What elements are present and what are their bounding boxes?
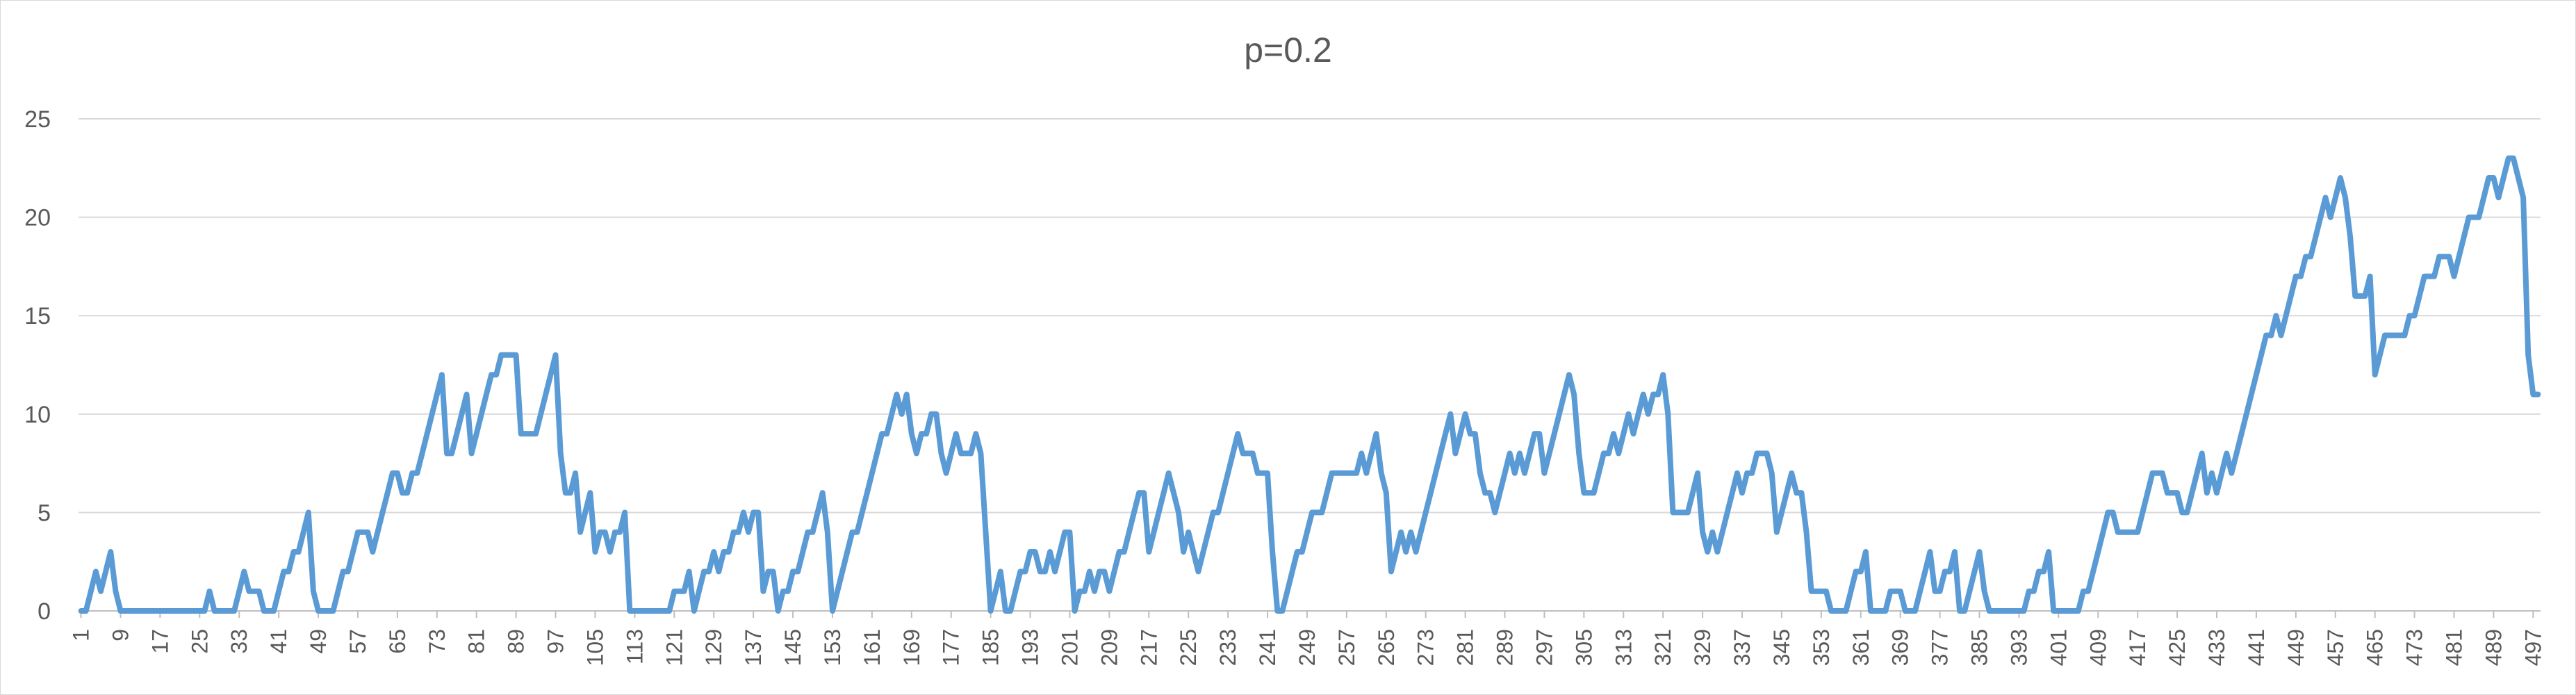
x-tick-label: 313 xyxy=(1611,629,1636,666)
x-tick-label: 97 xyxy=(543,629,568,654)
x-tick-label: 17 xyxy=(147,629,172,654)
y-tick-label: 10 xyxy=(24,402,51,428)
x-tick-label: 177 xyxy=(939,629,964,666)
x-tick-label: 377 xyxy=(1928,629,1953,666)
x-tick-label: 489 xyxy=(2481,629,2506,666)
y-axis-ticks: 0 5 10 15 20 25 xyxy=(24,106,51,625)
x-tick-label: 145 xyxy=(780,629,805,666)
gridlines xyxy=(79,118,2541,612)
x-tick-label: 49 xyxy=(306,629,331,654)
chart-title: p=0.2 xyxy=(1244,31,1332,70)
x-tick-label: 457 xyxy=(2323,629,2348,666)
x-tick-label: 89 xyxy=(504,629,529,654)
x-tick-label: 385 xyxy=(1967,629,1992,666)
x-tick-label: 9 xyxy=(108,629,133,641)
x-tick-label: 361 xyxy=(1848,629,1873,666)
x-tick-label: 73 xyxy=(425,629,450,654)
x-tick-label: 225 xyxy=(1176,629,1201,666)
x-tick-label: 1 xyxy=(69,629,94,641)
series-layer xyxy=(78,155,2541,614)
x-tick-label: 369 xyxy=(1888,629,1913,666)
x-tick-label: 161 xyxy=(860,629,885,666)
x-tick-label: 65 xyxy=(385,629,410,654)
x-tick-label: 465 xyxy=(2363,629,2388,666)
x-tick-label: 401 xyxy=(2046,629,2071,666)
x-tick-label: 113 xyxy=(622,629,647,664)
x-tick-label: 345 xyxy=(1769,629,1794,666)
x-tick-label: 137 xyxy=(741,629,766,666)
x-tick-label: 393 xyxy=(2006,629,2031,666)
x-tick-label: 57 xyxy=(345,629,370,654)
x-tick-label: 473 xyxy=(2402,629,2427,666)
x-tick-label: 433 xyxy=(2204,629,2229,666)
x-tick-label: 353 xyxy=(1809,629,1834,666)
x-tick-label: 185 xyxy=(978,629,1003,666)
x-tick-label: 81 xyxy=(464,629,489,654)
x-tick-label: 449 xyxy=(2283,629,2308,666)
x-tick-label: 281 xyxy=(1453,629,1478,666)
x-tick-label: 441 xyxy=(2244,629,2269,666)
y-tick-label: 15 xyxy=(24,303,51,329)
x-tick-label: 153 xyxy=(820,629,845,666)
x-tick-label: 289 xyxy=(1493,629,1518,666)
x-tick-label: 217 xyxy=(1136,629,1161,666)
x-tick-label: 233 xyxy=(1215,629,1240,666)
x-tick-label: 297 xyxy=(1532,629,1557,666)
x-tick-label: 497 xyxy=(2520,629,2545,666)
x-tick-label: 105 xyxy=(582,629,607,666)
x-tick-label: 257 xyxy=(1334,629,1359,666)
x-tick-label: 481 xyxy=(2441,629,2466,666)
x-tick-label: 425 xyxy=(2165,629,2190,666)
y-tick-label: 25 xyxy=(24,106,51,133)
x-tick-label: 33 xyxy=(227,629,252,654)
x-tick-label: 273 xyxy=(1413,629,1438,666)
x-tick-label: 249 xyxy=(1295,629,1320,666)
x-axis-ticks: 1 9 17 25 33 41 49 57 65 73 81 89 97 105 113 121 129 137 1… xyxy=(69,611,2545,666)
x-tick-label: 121 xyxy=(662,629,687,666)
x-tick-label: 25 xyxy=(187,629,212,654)
x-tick-label: 329 xyxy=(1690,629,1715,666)
y-tick-label: 0 xyxy=(38,598,51,625)
x-tick-label: 337 xyxy=(1730,629,1755,666)
x-tick-label: 321 xyxy=(1650,629,1675,666)
x-tick-label: 409 xyxy=(2085,629,2110,666)
x-tick-label: 417 xyxy=(2125,629,2150,666)
x-tick-label: 169 xyxy=(899,629,924,666)
x-tick-label: 241 xyxy=(1255,629,1280,666)
series-line xyxy=(78,155,2541,614)
x-tick-label: 265 xyxy=(1374,629,1399,666)
x-tick-label: 201 xyxy=(1057,629,1082,666)
x-tick-label: 41 xyxy=(266,629,291,654)
x-tick-label: 193 xyxy=(1018,629,1043,666)
x-tick-label: 129 xyxy=(701,629,726,666)
x-tick-label: 209 xyxy=(1097,629,1122,666)
y-tick-label: 5 xyxy=(38,500,51,526)
y-tick-label: 20 xyxy=(24,205,51,231)
x-tick-label: 305 xyxy=(1571,629,1596,666)
